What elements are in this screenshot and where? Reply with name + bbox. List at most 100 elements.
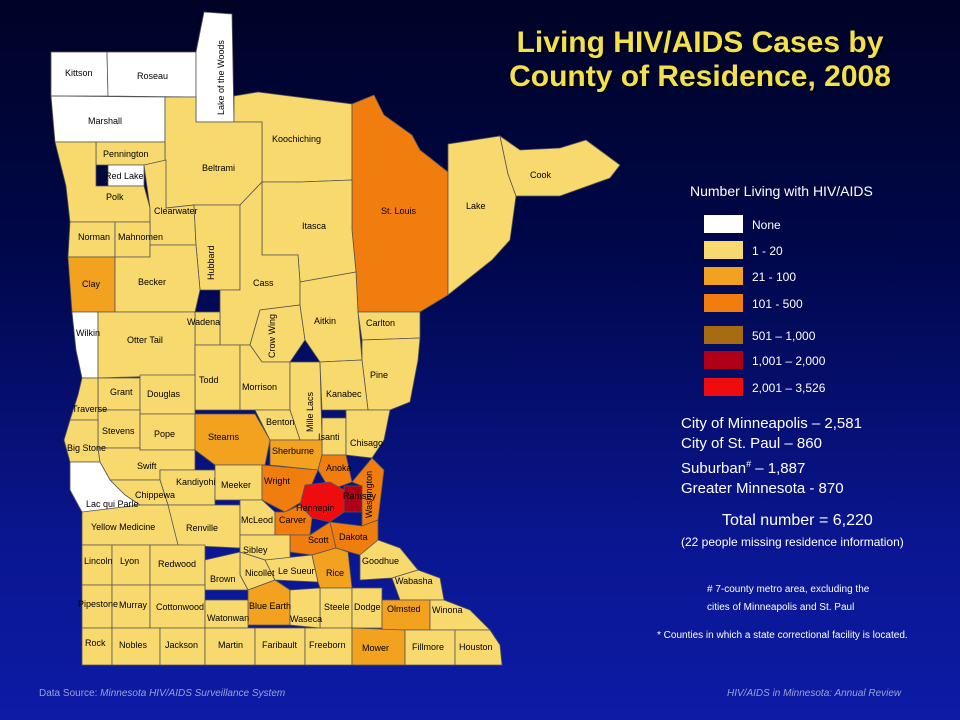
- county-label-pipestone: Pipestone: [78, 599, 118, 609]
- county-label-pennington: Pennington: [103, 149, 149, 159]
- county-otter-tail[interactable]: [97, 311, 196, 379]
- county-label-kanabec: Kanabec: [326, 389, 362, 399]
- suburban-footnote-mark: #: [746, 459, 752, 469]
- county-label-mille-lacs: Mille Lacs: [305, 391, 315, 432]
- county-label-wilkin: Wilkin: [76, 328, 100, 338]
- county-label-redwood: Redwood: [158, 559, 196, 569]
- county-label-sibley: Sibley: [243, 545, 268, 555]
- legend-label: 1 - 20: [752, 244, 783, 258]
- legend-swatch: [704, 241, 743, 259]
- county-label-big-stone: Big Stone: [67, 443, 106, 453]
- county-label-benton: Benton: [266, 417, 295, 427]
- county-label-stearns: Stearns: [208, 432, 240, 442]
- county-label-clay: Clay: [82, 279, 101, 289]
- county-label-otter-tail: Otter Tail: [127, 335, 163, 345]
- legend-swatch: [704, 351, 743, 369]
- county-label-chisago: Chisago: [350, 438, 383, 448]
- county-label-winona: Winona: [432, 605, 463, 615]
- county-label-goodhue: Goodhue: [362, 556, 399, 566]
- st-paul-count: City of St. Paul – 860: [681, 435, 822, 452]
- legend-swatch: [704, 215, 743, 233]
- county-label-nicollet: Nicollet: [245, 568, 275, 578]
- county-label-kandiyohi: Kandiyohi: [176, 477, 216, 487]
- metro-footnote: # 7-county metro area, excluding the cit…: [707, 581, 869, 617]
- county-label-steele: Steele: [324, 602, 350, 612]
- county-label-olmsted: Olmsted: [387, 604, 421, 614]
- county-lake-of-the-woods[interactable]: [195, 11, 235, 123]
- county-label-carver: Carver: [279, 515, 306, 525]
- county-anoka[interactable]: [317, 454, 353, 491]
- county-label-mahnomen: Mahnomen: [118, 232, 163, 242]
- county-label-watonwan: Watonwan: [207, 613, 249, 623]
- county-label-faribault: Faribault: [262, 640, 298, 650]
- county-winona[interactable]: [429, 599, 491, 631]
- suburban-count: Suburban# – 1,887: [681, 454, 862, 479]
- county-label-swift: Swift: [137, 461, 157, 471]
- county-wilkin[interactable]: [71, 311, 99, 379]
- county-label-carlton: Carlton: [366, 318, 395, 328]
- county-label-lake: Lake: [466, 201, 486, 211]
- county-label-le-sueur: Le Sueur: [278, 566, 315, 576]
- county-label-blue-earth: Blue Earth: [249, 601, 291, 611]
- total-number: Total number = 6,220: [722, 512, 873, 529]
- county-label-norman: Norman: [78, 232, 110, 242]
- county-label-wadena: Wadena: [187, 317, 220, 327]
- county-label-brown: Brown: [210, 574, 236, 584]
- legend-label: 101 - 500: [752, 297, 803, 311]
- county-label-dodge: Dodge: [354, 602, 381, 612]
- county-houston[interactable]: [454, 629, 503, 666]
- data-source: Data Source: Minnesota HIV/AIDS Surveill…: [39, 688, 285, 699]
- legend-swatch: [704, 326, 743, 344]
- county-label-crow-wing: Crow Wing: [267, 314, 277, 358]
- county-label-hubbard: Hubbard: [206, 245, 216, 280]
- county-hubbard[interactable]: [193, 204, 241, 291]
- county-label-cass: Cass: [253, 278, 274, 288]
- county-label-polk: Polk: [106, 192, 124, 202]
- county-chisago[interactable]: [345, 409, 391, 459]
- county-label-houston: Houston: [459, 642, 493, 652]
- greater-mn-count: Greater Minnesota - 870: [681, 480, 844, 497]
- county-label-isanti: Isanti: [318, 432, 340, 442]
- county-label-mower: Mower: [362, 643, 389, 653]
- county-label-mcleod: McLeod: [241, 515, 273, 525]
- county-label-scott: Scott: [308, 535, 329, 545]
- county-kanabec[interactable]: [319, 359, 369, 411]
- county-cook[interactable]: [499, 135, 621, 197]
- county-label-todd: Todd: [199, 375, 219, 385]
- county-label-cook: Cook: [530, 170, 552, 180]
- data-source-name: Minnesota HIV/AIDS Surveillance System: [100, 688, 286, 699]
- county-label-morrison: Morrison: [242, 382, 277, 392]
- metro-footnote-line-1: # 7-county metro area, excluding the: [707, 584, 870, 595]
- county-big-stone[interactable]: [63, 419, 101, 463]
- county-label-anoka: Anoka: [326, 463, 352, 473]
- county-label-waseca: Waseca: [290, 614, 322, 624]
- county-label-beltrami: Beltrami: [202, 163, 235, 173]
- county-polk[interactable]: [54, 141, 151, 223]
- county-label-pope: Pope: [154, 429, 175, 439]
- county-label-clearwater: Clearwater: [154, 206, 198, 216]
- county-label-cottonwood: Cottonwood: [156, 602, 204, 612]
- legend-swatch: [704, 294, 743, 312]
- county-label-lincoln: Lincoln: [84, 556, 113, 566]
- correctional-facility-note: * Counties in which a state correctional…: [657, 630, 908, 641]
- county-label-st-louis: St. Louis: [381, 206, 417, 216]
- legend-label: 2,001 – 3,526: [752, 381, 826, 395]
- county-label-becker: Becker: [138, 277, 166, 287]
- county-wabasha[interactable]: [391, 569, 445, 601]
- legend-swatch: [704, 267, 743, 285]
- county-label-murray: Murray: [119, 600, 148, 610]
- county-label-chippewa: Chippewa: [135, 490, 175, 500]
- county-label-douglas: Douglas: [147, 389, 181, 399]
- county-label-kittson: Kittson: [65, 68, 93, 78]
- data-source-prefix: Data Source:: [39, 688, 101, 699]
- suburban-value: – 1,887: [751, 460, 806, 477]
- county-st-louis[interactable]: [351, 94, 449, 313]
- county-label-aitkin: Aitkin: [314, 316, 336, 326]
- county-label-freeborn: Freeborn: [309, 640, 346, 650]
- page-title: Living HIV/AIDS Cases by County of Resid…: [470, 26, 930, 94]
- county-label-meeker: Meeker: [221, 480, 251, 490]
- county-label-dakota: Dakota: [339, 532, 368, 542]
- county-label-sherburne: Sherburne: [272, 446, 314, 456]
- county-label-renville: Renville: [186, 523, 218, 533]
